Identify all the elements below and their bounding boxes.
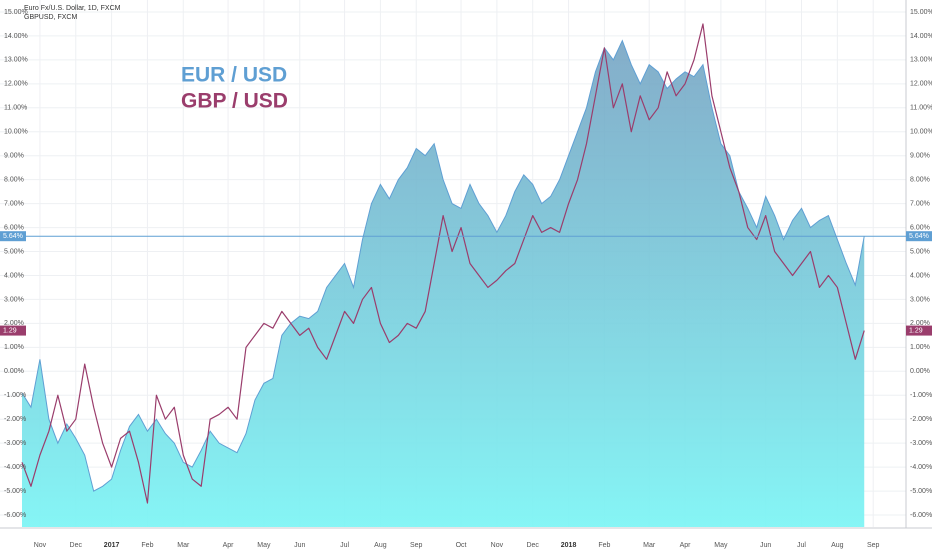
x-tick-label: Jun: [294, 542, 305, 549]
legend-line: GBPUSD, FXCM: [24, 14, 77, 21]
y-tick-label: 6.00%: [4, 224, 24, 231]
y-tick-label: 1.00%: [4, 344, 24, 351]
y-tick-label: 9.00%: [910, 153, 930, 160]
series-name: EUR / USD: [181, 64, 287, 87]
x-tick-label: Mar: [643, 542, 656, 549]
y-tick-label: -6.00%: [4, 512, 26, 519]
y-tick-label: -6.00%: [910, 512, 932, 519]
y-tick-label: 0.00%: [4, 368, 24, 375]
y-tick-label: 8.00%: [910, 177, 930, 184]
series-line: [21, 23, 865, 504]
x-tick-label: Jun: [760, 542, 771, 549]
series-name: GBP / USD: [181, 90, 288, 113]
y-tick-label: -1.00%: [910, 392, 932, 399]
x-tick-label: Sep: [867, 542, 880, 549]
y-tick-label: 10.00%: [4, 129, 28, 136]
y-tick-label: -2.00%: [4, 416, 26, 423]
x-tick-label: Dec: [70, 542, 83, 549]
y-tick-label: 12.00%: [4, 81, 28, 88]
y-tick-label: 13.00%: [4, 57, 28, 64]
area-line: [21, 39, 865, 492]
y-tick-label: 14.00%: [4, 33, 28, 40]
y-tick-label: -2.00%: [910, 416, 932, 423]
last-value-box: [0, 231, 26, 242]
y-tick-label: 2.00%: [4, 320, 24, 327]
y-tick-label: 7.00%: [910, 200, 930, 207]
y-tick-label: 11.00%: [4, 105, 27, 112]
y-tick-label: 5.00%: [910, 248, 930, 255]
x-tick-label: Sep: [410, 542, 423, 549]
area-fill: [22, 40, 865, 527]
x-tick-label: Mar: [177, 542, 190, 549]
y-tick-label: 7.00%: [4, 200, 24, 207]
x-tick-label: Jul: [340, 542, 349, 549]
last-value-label: 5.64%: [3, 233, 23, 240]
x-tick-label: Aug: [374, 542, 387, 549]
x-tick-label: 2018: [561, 542, 577, 549]
y-tick-label: -4.00%: [910, 464, 932, 471]
x-tick-label: Apr: [223, 542, 235, 549]
x-tick-label: Nov: [491, 542, 504, 549]
x-tick-label: Aug: [831, 542, 844, 549]
plot-area: [21, 23, 865, 527]
y-tick-label: 0.00%: [910, 368, 930, 375]
y-tick-label: 2.00%: [910, 320, 930, 327]
y-tick-label: 3.00%: [4, 296, 24, 303]
y-tick-label: 6.00%: [910, 224, 930, 231]
last-value-label: 1.29: [3, 327, 17, 334]
last-value-label: 1.29: [909, 327, 923, 334]
x-tick-label: Oct: [456, 542, 467, 549]
y-tick-label: -5.00%: [4, 488, 26, 495]
y-tick-label: -4.00%: [4, 464, 26, 471]
last-value-box: [906, 325, 932, 336]
y-tick-label: 1.00%: [910, 344, 930, 351]
y-tick-label: 3.00%: [910, 296, 930, 303]
y-tick-label: 13.00%: [910, 57, 932, 64]
y-tick-label: -3.00%: [4, 440, 26, 447]
last-value-label: 5.64%: [909, 233, 929, 240]
x-tick-label: Jul: [797, 542, 806, 549]
x-tick-label: 2017: [104, 542, 120, 549]
x-tick-label: May: [257, 542, 271, 549]
x-tick-label: Nov: [34, 542, 47, 549]
y-tick-label: 9.00%: [4, 153, 24, 160]
y-tick-label: 10.00%: [910, 129, 932, 136]
x-tick-label: Dec: [526, 542, 539, 549]
legend-line: Euro Fx/U.S. Dollar, 1D, FXCM: [24, 5, 121, 12]
x-tick-label: Feb: [141, 542, 153, 549]
y-tick-label: -5.00%: [910, 488, 932, 495]
x-tick-label: May: [714, 542, 728, 549]
y-tick-label: -3.00%: [910, 440, 932, 447]
y-tick-label: 8.00%: [4, 177, 24, 184]
y-tick-label: -1.00%: [4, 392, 26, 399]
y-tick-label: 14.00%: [910, 33, 932, 40]
y-tick-label: 4.00%: [4, 272, 24, 279]
y-tick-label: 15.00%: [4, 9, 28, 16]
x-tick-label: Feb: [598, 542, 610, 549]
y-tick-label: 15.00%: [910, 9, 932, 16]
last-value-box: [906, 231, 932, 242]
y-tick-label: 12.00%: [910, 81, 932, 88]
y-tick-label: 5.00%: [4, 248, 24, 255]
y-tick-label: 11.00%: [910, 105, 932, 112]
last-value-box: [0, 325, 26, 336]
y-tick-label: 4.00%: [910, 272, 930, 279]
x-tick-label: Apr: [680, 542, 692, 549]
